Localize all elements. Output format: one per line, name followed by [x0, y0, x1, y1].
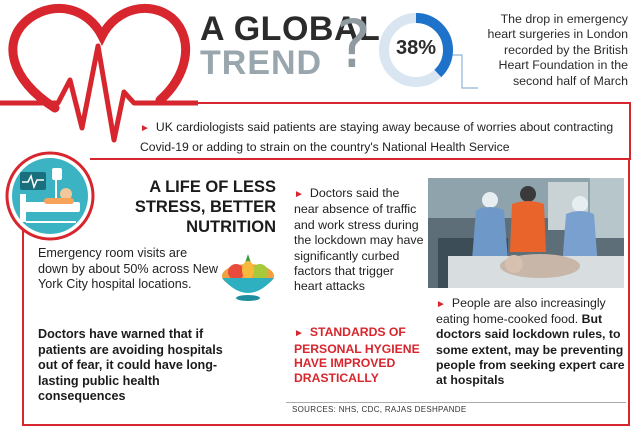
question-mark: ? — [336, 6, 372, 83]
percent-value: 38% — [395, 37, 437, 59]
hygiene-note-text: STANDARDS OF PERSONAL HYGIENE HAVE IMPRO… — [294, 325, 420, 385]
hygiene-note: ► STANDARDS OF PERSONAL HYGIENE HAVE IMPR… — [294, 325, 424, 385]
bullet-arrow-icon: ► — [294, 189, 304, 200]
stat-description: The drop in emergency heart surgeries in… — [487, 12, 628, 88]
box-border-top — [90, 158, 630, 160]
people-note: ► People are also increasingly eating hom… — [436, 296, 626, 388]
hospital-ward-photo — [428, 178, 624, 288]
hospital-bed-icon — [5, 151, 95, 241]
box-border-bottom — [22, 424, 630, 426]
bullet-arrow-icon: ► — [140, 123, 150, 134]
heartbeat-heart-icon — [0, 3, 631, 160]
people-note-text: People are also increasingly eating home… — [436, 296, 606, 327]
uk-note: ► UK cardiologists said patients are stay… — [140, 118, 630, 156]
sources-divider — [286, 402, 626, 403]
percent-donut — [379, 13, 453, 87]
section-title: A LIFE OF LESS STRESS, BETTER NUTRITION — [134, 178, 276, 236]
title-line-2: TREND — [200, 44, 323, 82]
title-line-1: A GLOBAL — [200, 10, 381, 48]
fruit-bowl-icon — [222, 254, 274, 301]
bullet-arrow-icon: ► — [294, 328, 304, 339]
people-note-bold: But doctors said lockdown rules, to some… — [436, 312, 625, 388]
doctors-note-text: Doctors said the near absence of traffic… — [294, 186, 424, 294]
box-border-left — [22, 226, 24, 426]
box-border-right — [628, 158, 630, 426]
er-visits-text: Emergency room visits are down by about … — [38, 246, 218, 292]
doctors-note: ► Doctors said the near absence of traffi… — [294, 186, 424, 295]
sources-text: SOURCES: NHS, CDC, RAJAS DESHPANDE — [292, 405, 467, 414]
er-warning-text: Doctors have warned that if patients are… — [38, 327, 223, 404]
bullet-arrow-icon: ► — [436, 299, 446, 310]
uk-note-text: UK cardiologists said patients are stayi… — [140, 120, 614, 154]
